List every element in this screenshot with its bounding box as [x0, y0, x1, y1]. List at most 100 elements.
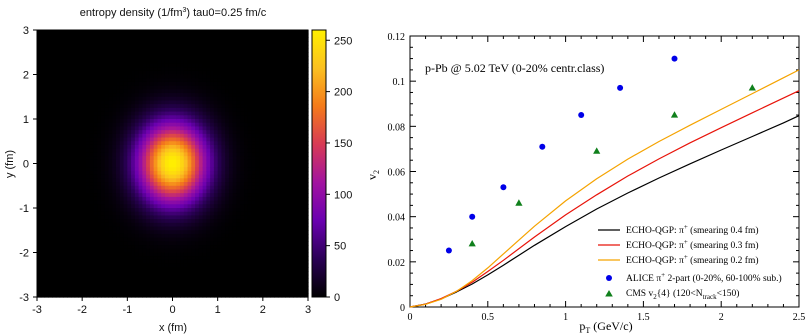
heatmap-cell	[255, 274, 260, 280]
heatmap-cell	[149, 208, 155, 213]
heatmap-cell	[157, 215, 162, 220]
heatmap-cell	[119, 196, 125, 202]
heatmap-cell	[127, 30, 132, 35]
heatmap-cell	[67, 252, 72, 257]
heatmap-cell	[157, 248, 162, 254]
heatmap-cell	[168, 30, 174, 35]
heatmap-cell	[48, 70, 53, 76]
heatmap-cell	[225, 41, 230, 46]
heatmap-cell	[52, 96, 57, 102]
heatmap-cell	[281, 30, 287, 35]
heatmap-cell	[180, 33, 185, 39]
heatmap-cell	[183, 93, 189, 98]
heatmap-cell	[183, 233, 189, 239]
heatmap-cell	[153, 182, 159, 187]
heatmap-cell	[138, 230, 143, 235]
heatmap-cell	[262, 167, 268, 172]
heatmap-cell	[247, 230, 253, 235]
heatmap-cell	[277, 122, 283, 128]
heatmap-cell	[236, 248, 241, 254]
heatmap-cell	[112, 137, 117, 142]
heatmap-cell	[157, 130, 162, 135]
heatmap-cell	[277, 167, 283, 172]
heatmap-cell	[37, 141, 42, 146]
heatmap-cell	[82, 81, 87, 87]
heatmap-cell	[240, 282, 245, 287]
heatmap-cell	[198, 196, 204, 202]
heatmap-cell	[157, 59, 162, 64]
heatmap-cell	[134, 74, 140, 79]
heatmap-cell	[123, 115, 128, 120]
heatmap-cell	[176, 274, 181, 280]
heatmap-cell	[172, 89, 177, 94]
heatmap-cell	[63, 81, 68, 87]
heatmap-cell	[236, 278, 241, 283]
heatmap-cell	[108, 182, 113, 187]
heatmap-cell	[104, 248, 110, 254]
heatmap-cell	[146, 141, 151, 146]
heatmap-cell	[153, 63, 159, 68]
heatmap-cell	[195, 63, 200, 68]
heatmap-cell	[157, 170, 162, 176]
heatmap-cell	[270, 89, 275, 94]
heatmap-cell	[97, 130, 102, 135]
heatmap-cell	[67, 182, 72, 187]
heatmap-cell	[176, 96, 181, 102]
heatmap-cell	[59, 271, 64, 276]
heatmap-cell	[244, 41, 249, 46]
heatmap-cell	[262, 119, 268, 124]
heatmap-cell	[266, 89, 271, 94]
heatmap-cell	[37, 226, 42, 231]
heatmap-cell	[52, 215, 57, 220]
heatmap-cell	[157, 55, 162, 61]
heatmap-cell	[93, 263, 98, 268]
heatmap-cell	[108, 163, 113, 168]
heatmap-cell	[217, 252, 223, 257]
heatmap-cell	[164, 252, 170, 257]
heatmap-cell	[119, 81, 125, 87]
heatmap-cell	[104, 93, 110, 98]
heatmap-cell	[270, 55, 275, 61]
heatmap-cell	[289, 241, 294, 246]
heatmap-cell	[262, 178, 268, 183]
heatmap-cell	[202, 211, 207, 217]
heatmap-cell	[48, 245, 53, 250]
heatmap-cell	[244, 156, 249, 161]
heatmap-cell	[259, 285, 264, 291]
heatmap-cell	[116, 148, 121, 153]
heatmap-cell	[146, 230, 151, 235]
heatmap-cell	[198, 278, 204, 283]
heatmap-cell	[164, 226, 170, 231]
heatmap-cell	[134, 67, 140, 72]
heatmap-cell	[123, 208, 128, 213]
heatmap-cell	[240, 263, 245, 268]
heatmap-cell	[202, 167, 207, 172]
heatmap-cell	[149, 115, 155, 120]
heatmap-cell	[221, 289, 226, 294]
heatmap-cell	[37, 100, 42, 105]
heatmap-cell	[187, 208, 192, 213]
heatmap-cell	[82, 271, 87, 276]
heatmap-cell	[236, 274, 241, 280]
heatmap-cell	[48, 156, 53, 161]
heatmap-cell	[217, 122, 223, 128]
heatmap-cell	[210, 271, 215, 276]
heatmap-cell	[142, 37, 147, 42]
heatmap-cell	[180, 70, 185, 76]
heatmap-cell	[187, 174, 192, 179]
heatmap-cell	[262, 141, 268, 146]
heatmap-cell	[251, 37, 256, 42]
heatmap-cell	[217, 200, 223, 205]
heatmap-cell	[172, 152, 177, 157]
heatmap-cell	[289, 74, 294, 79]
heatmap-cell	[100, 148, 106, 153]
heatmap-cell	[251, 52, 256, 57]
heatmap-cell	[180, 200, 185, 205]
heatmap-cell	[104, 152, 110, 157]
heatmap-cell	[277, 152, 283, 157]
heatmap-cell	[37, 219, 42, 224]
heatmap-cell	[48, 248, 53, 254]
heatmap-cell	[97, 245, 102, 250]
heatmap-cell	[40, 141, 46, 146]
heatmap-cell	[206, 55, 211, 61]
